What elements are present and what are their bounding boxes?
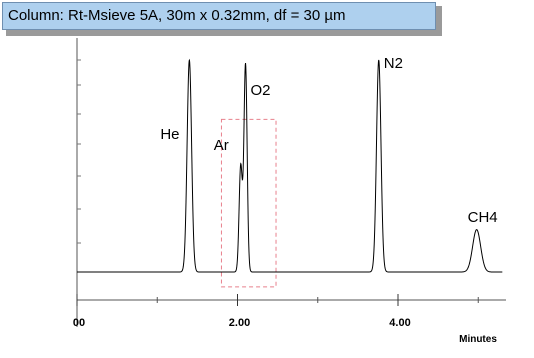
peak-label-o2: O2: [251, 82, 271, 99]
column-info-banner: Column: Rt-Msieve 5A, 30m x 0.32mm, df =…: [2, 2, 444, 38]
banner-box: [2, 2, 436, 30]
x-tick-label: 4.00: [389, 317, 410, 329]
zoom-region-box: [220, 118, 277, 288]
column-info-text: Column: Rt-Msieve 5A, 30m x 0.32mm, df =…: [8, 7, 346, 24]
x-tick-label: 00: [73, 317, 85, 329]
plot-area: 00 2.00 4.00 Minutes He Ar O2 N2 CH4: [73, 38, 506, 345]
x-axis-title: Minutes: [459, 334, 497, 345]
peak-label-ch4: CH4: [468, 209, 498, 226]
peak-label-he: He: [160, 126, 179, 143]
peak-label-n2: N2: [384, 55, 403, 72]
chromatogram-trace: [77, 58, 503, 273]
peak-label-ar: Ar: [214, 137, 229, 154]
x-tick-label: 2.00: [229, 317, 250, 329]
